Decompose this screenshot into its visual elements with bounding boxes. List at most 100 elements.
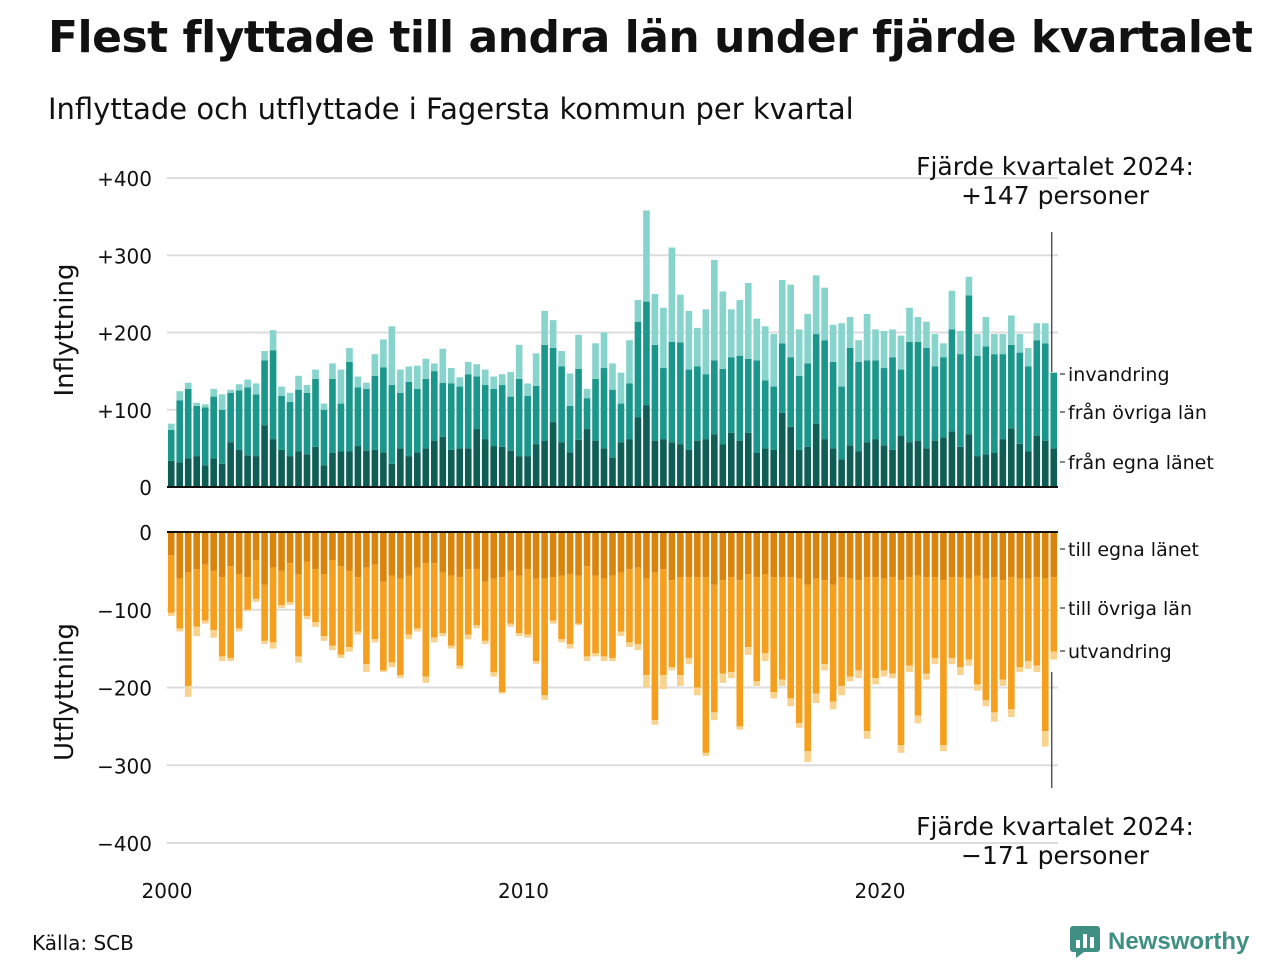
inflow-bar-2 (651, 344, 659, 441)
inflow-bar-1 (201, 465, 209, 487)
outflow-bar-1 (914, 532, 922, 576)
inflow-bar-1 (651, 440, 659, 487)
inflow-bar-1 (218, 463, 226, 487)
outflow-bar-1 (1024, 532, 1032, 579)
inflow-bar-2 (880, 368, 888, 446)
outflow-bar-2 (1041, 578, 1049, 732)
outflow-bar-3 (303, 615, 311, 620)
outflow-bar-3 (481, 640, 489, 644)
inflow-bar-2 (1041, 343, 1049, 441)
outflow-bar-3 (269, 642, 277, 649)
outflow-bar-3 (312, 622, 319, 627)
inflow-bar-2 (1016, 352, 1024, 444)
inflow-bar-3 (354, 376, 362, 388)
inflow-bar-1 (278, 449, 285, 487)
outflow-bar-1 (430, 532, 438, 564)
inflow-bar-1 (600, 448, 608, 488)
outflow-bar-3 (974, 684, 981, 691)
inflow-bar-2 (481, 385, 489, 440)
inflow-bar-3 (1024, 347, 1032, 367)
outflow-bar-1 (193, 532, 201, 570)
outflow-bar-1 (235, 532, 243, 574)
outflow-bar-2 (736, 580, 744, 727)
outflow-bar-2 (923, 577, 930, 674)
outflow-bar-2 (812, 578, 820, 694)
inflow-bar-2 (668, 341, 676, 443)
brand-logo[interactable]: Newsworthy (1070, 924, 1249, 960)
inflow-bar-1 (592, 440, 599, 487)
outflow-bar-2 (626, 569, 633, 643)
outflow-bar-1 (456, 532, 464, 578)
inflow-bar-1 (634, 417, 642, 487)
outflow-bar-3 (753, 681, 761, 686)
inflow-bar-2 (337, 403, 345, 452)
source-note: Källa: SCB (32, 931, 134, 955)
inflow-bar-2 (286, 402, 294, 457)
outflow-bar-1 (549, 532, 557, 578)
outflow-bar-3 (1033, 665, 1041, 672)
outflow-bar-3 (566, 643, 574, 649)
inflow-bar-1 (312, 446, 319, 487)
inflow-bar-1 (439, 436, 447, 487)
inflow-bar-3 (312, 369, 319, 379)
outflow-bar-1 (872, 532, 879, 578)
outflow-bar-1 (889, 532, 896, 578)
outflow-bar-3 (346, 647, 353, 652)
inflow-bar-2 (405, 381, 413, 457)
inflow-bar-3 (1041, 323, 1049, 344)
inflow-bar-3 (541, 310, 548, 345)
outflow-bar-1 (719, 532, 727, 581)
outflow-bar-3 (991, 712, 998, 722)
inflow-bar-2 (346, 361, 353, 452)
outflow-bar-2 (227, 566, 234, 658)
inflow-bar-3 (846, 317, 854, 348)
inflow-bar-2 (244, 387, 251, 456)
inflow-bar-3 (889, 329, 896, 358)
outflow-bar-1 (244, 532, 251, 578)
outflow-bar-1 (286, 532, 294, 564)
inflow-bar-2 (515, 378, 523, 457)
outflow-bar-3 (711, 712, 718, 721)
inflow-bar-3 (456, 377, 464, 387)
inflow-bar-1 (1033, 436, 1041, 487)
outflow-bar-3 (329, 645, 336, 651)
outflow-bar-2 (371, 564, 379, 640)
inflow-bar-2 (719, 368, 727, 445)
outflow-bar-1 (278, 532, 285, 571)
outflow-bar-1 (405, 532, 413, 576)
outflow-bar-1 (227, 532, 234, 567)
outflow-bar-2 (532, 578, 540, 662)
outflow-bar-1 (507, 532, 514, 571)
inflow-bar-3 (940, 343, 947, 358)
top-y-tick-label: +200 (97, 322, 152, 346)
bottom-y-tick-label: −400 (97, 832, 152, 856)
outflow-bar-2 (668, 580, 676, 668)
inflow-bar-3 (507, 371, 514, 397)
outflow-bar-1 (846, 532, 854, 579)
inflow-bar-1 (957, 446, 964, 487)
outflow-bar-3 (439, 633, 447, 637)
outflow-bar-3 (167, 612, 175, 616)
inflow-bar-3 (371, 354, 379, 376)
inflow-bar-3 (176, 391, 184, 401)
outflow-bar-1 (346, 532, 353, 571)
outflow-bar-2 (778, 577, 786, 680)
outflow-bar-2 (761, 573, 769, 654)
inflow-bar-2 (422, 378, 430, 449)
inflow-bar-1 (498, 446, 506, 487)
outflow-bar-2 (447, 575, 455, 646)
inflow-bar-3 (965, 276, 973, 296)
inflow-bar-1 (787, 426, 795, 487)
outflow-bar-1 (541, 532, 548, 579)
inflow-bar-1 (235, 449, 243, 487)
top-y-tick-label: +100 (97, 399, 152, 423)
inflow-bar-3 (337, 369, 345, 404)
inflow-bar-3 (1008, 315, 1015, 345)
inflow-bar-3 (193, 402, 201, 406)
outflow-bar-1 (668, 532, 676, 581)
inflow-bar-2 (812, 334, 820, 424)
outflow-bar-1 (481, 532, 489, 582)
inflow-bar-3 (770, 334, 778, 387)
outflow-bar-3 (541, 695, 548, 700)
inflow-bar-1 (269, 439, 277, 487)
